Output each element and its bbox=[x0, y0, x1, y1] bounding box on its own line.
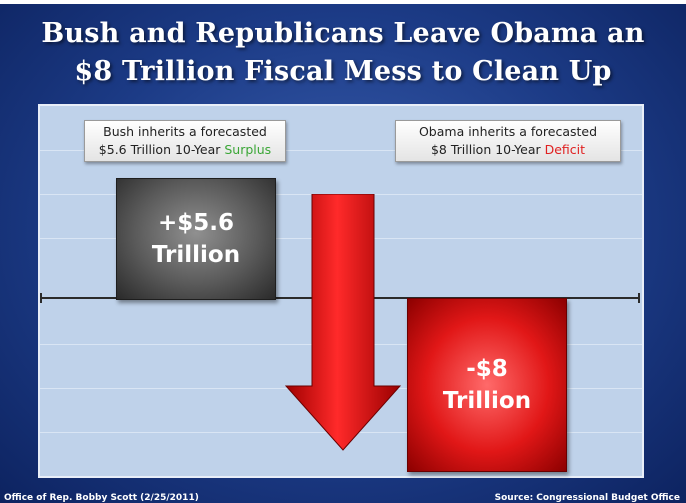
callout-bush: Bush inherits a forecasted $5.6 Trillion… bbox=[84, 120, 286, 162]
bar-surplus-value: +$5.6 bbox=[157, 209, 235, 236]
bar-surplus: +$5.6 Trillion bbox=[116, 177, 276, 300]
footer-credit: Office of Rep. Bobby Scott (2/25/2011) bbox=[4, 493, 199, 503]
bar-deficit: -$8 Trillion bbox=[407, 298, 567, 472]
axis-tick bbox=[40, 293, 42, 303]
callout-obama: Obama inherits a forecasted $8 Trillion … bbox=[395, 120, 621, 162]
callout-obama-amount: $8 Trillion 10-Year bbox=[430, 142, 545, 157]
callout-obama-line2: $8 Trillion 10-Year Deficit bbox=[402, 141, 614, 159]
bar-surplus-unit: Trillion bbox=[151, 241, 241, 268]
axis-tick bbox=[638, 293, 640, 303]
callout-obama-line1: Obama inherits a forecasted bbox=[418, 124, 598, 139]
gridline bbox=[40, 150, 642, 151]
callout-bush-line2: $5.6 Trillion 10-Year Surplus bbox=[91, 141, 279, 159]
chart-title-line-1: Bush and Republicans Leave Obama an bbox=[41, 18, 645, 49]
bar-deficit-unit: Trillion bbox=[442, 388, 532, 414]
bar-deficit-value: -$8 bbox=[466, 356, 508, 382]
callout-bush-amount: $5.6 Trillion 10-Year bbox=[98, 142, 225, 157]
footer-source: Source: Congressional Budget Office bbox=[494, 493, 680, 503]
callout-bush-line1: Bush inherits a forecasted bbox=[103, 124, 267, 139]
chart-plot-area: Bush inherits a forecasted $5.6 Trillion… bbox=[38, 104, 644, 478]
chart-title-line-2: $8 Trillion Fiscal Mess to Clean Up bbox=[74, 56, 612, 87]
surplus-label: Surplus bbox=[224, 142, 272, 157]
down-arrow-icon bbox=[284, 194, 402, 451]
deficit-label: Deficit bbox=[544, 142, 586, 157]
